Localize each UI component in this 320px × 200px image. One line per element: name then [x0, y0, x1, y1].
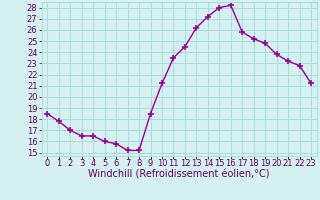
X-axis label: Windchill (Refroidissement éolien,°C): Windchill (Refroidissement éolien,°C) [88, 169, 270, 179]
